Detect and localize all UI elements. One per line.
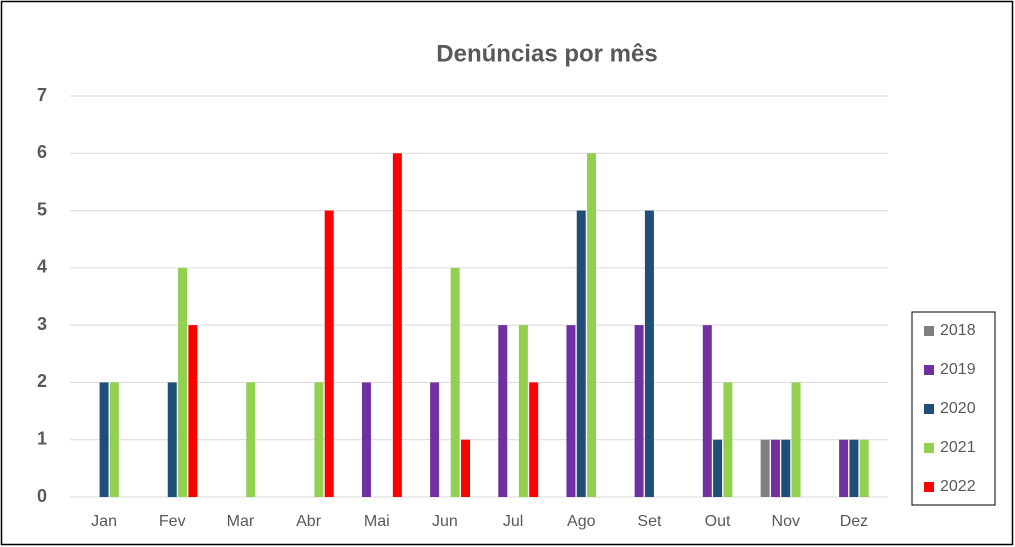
- bar: [791, 382, 801, 497]
- bar: [839, 439, 849, 497]
- legend-label: 2020: [940, 400, 976, 417]
- legend-label: 2018: [940, 322, 976, 339]
- bar: [392, 153, 402, 498]
- x-tick-label: Nov: [772, 513, 800, 530]
- chart-title: Denúncias por mês: [436, 40, 657, 67]
- x-tick-label: Jul: [503, 513, 523, 530]
- y-tick-label: 5: [37, 199, 47, 219]
- bar: [634, 325, 644, 497]
- bar: [246, 382, 256, 497]
- y-tick-label: 3: [37, 314, 47, 334]
- bar: [167, 382, 177, 497]
- bar: [518, 325, 528, 497]
- x-tick-label: Mar: [227, 513, 255, 530]
- bar: [430, 382, 440, 497]
- legend-swatch: [924, 326, 934, 336]
- x-tick-label: Jun: [432, 513, 458, 530]
- bar: [849, 439, 859, 497]
- bar: [723, 382, 733, 497]
- x-tick-label: Out: [705, 513, 731, 530]
- bar: [576, 210, 586, 498]
- bar: [566, 325, 576, 497]
- legend-swatch: [924, 482, 934, 492]
- legend-swatch: [924, 365, 934, 375]
- legend-swatch: [924, 443, 934, 453]
- bar: [702, 325, 712, 497]
- bar: [770, 439, 780, 497]
- y-tick-label: 4: [37, 257, 47, 277]
- y-tick-label: 7: [37, 85, 47, 105]
- x-tick-label: Fev: [159, 513, 186, 530]
- x-tick-label: Dez: [840, 513, 868, 530]
- bar: [324, 210, 334, 498]
- bar: [781, 439, 791, 497]
- x-tick-label: Set: [637, 513, 662, 530]
- bar: [178, 267, 188, 497]
- bar: [109, 382, 119, 497]
- bar: [859, 439, 869, 497]
- bar: [450, 267, 460, 497]
- bar: [361, 382, 371, 497]
- y-tick-label: 1: [37, 428, 47, 448]
- x-tick-label: Mai: [364, 513, 390, 530]
- x-tick-label: Ago: [567, 513, 596, 530]
- bar: [498, 325, 508, 497]
- bar: [587, 153, 597, 498]
- x-tick-label: Jan: [91, 513, 117, 530]
- legend-label: 2019: [940, 361, 976, 378]
- bar: [760, 439, 770, 497]
- bar: [529, 382, 539, 497]
- legend-swatch: [924, 404, 934, 414]
- x-tick-label: Abr: [296, 513, 322, 530]
- y-tick-label: 0: [37, 486, 47, 506]
- bar: [713, 439, 723, 497]
- bar: [644, 210, 654, 498]
- bar: [314, 382, 324, 497]
- legend-label: 2022: [940, 478, 976, 495]
- bar: [188, 325, 198, 497]
- bar: [99, 382, 109, 497]
- legend-label: 2021: [940, 439, 976, 456]
- y-tick-label: 6: [37, 142, 47, 162]
- bar: [461, 439, 471, 497]
- y-tick-label: 2: [37, 371, 47, 391]
